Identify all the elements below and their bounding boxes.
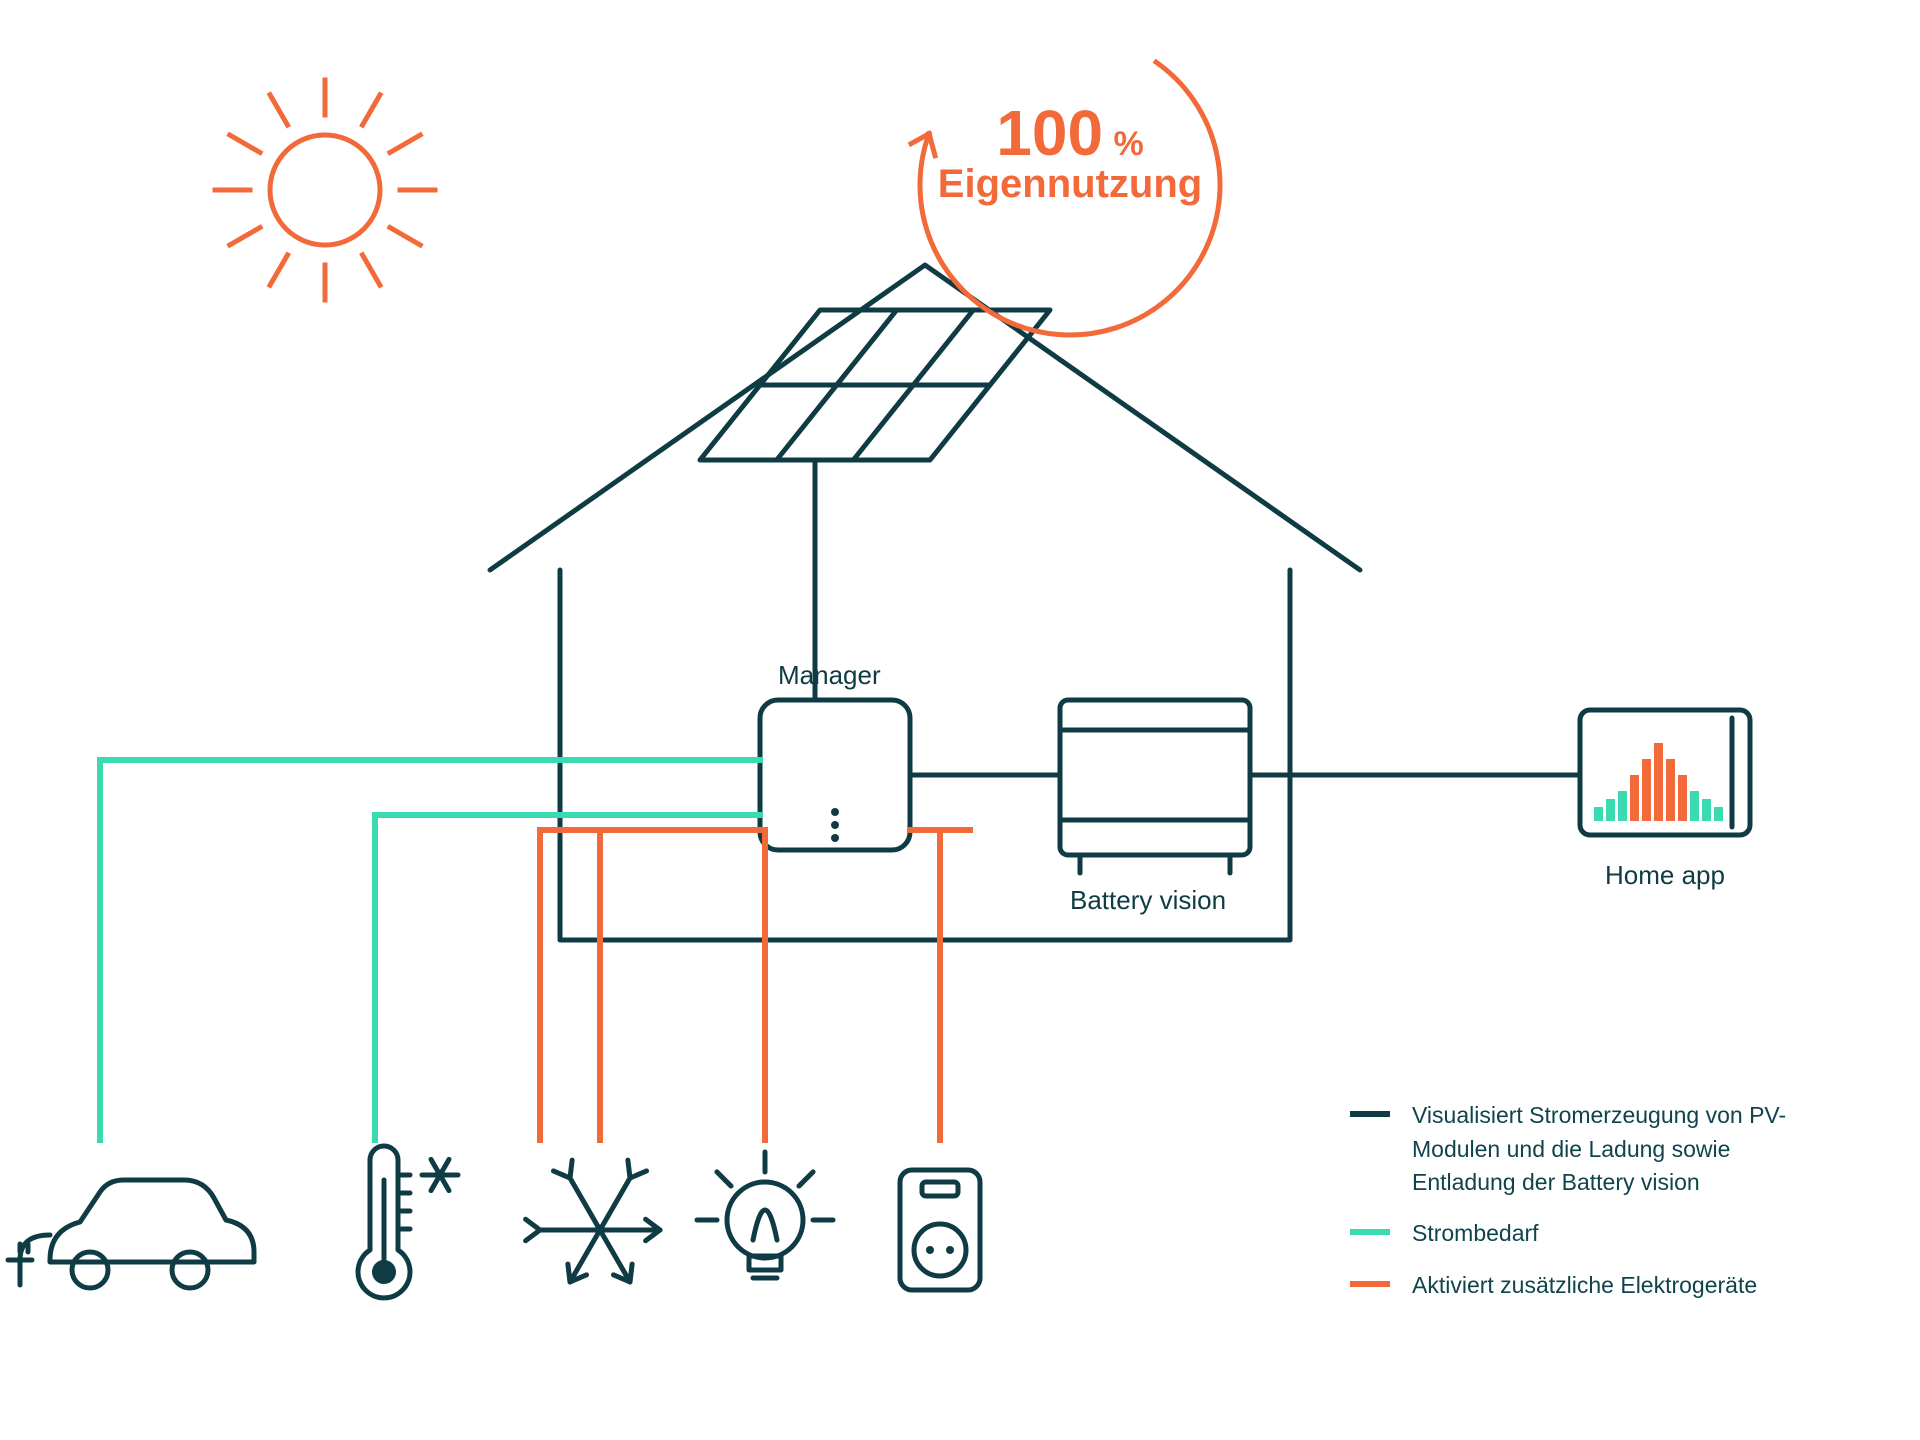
legend-swatch — [1350, 1281, 1390, 1287]
legend-text: Visualisiert Stromerzeugung von PV-Modul… — [1412, 1099, 1830, 1199]
legend-item: Aktiviert zusätzliche Elektrogeräte — [1350, 1269, 1830, 1302]
manager-label: Manager — [778, 660, 881, 691]
battery-label: Battery vision — [1070, 885, 1226, 916]
app-label: Home app — [1605, 860, 1725, 891]
legend-text: Aktiviert zusätzliche Elektrogeräte — [1412, 1269, 1757, 1302]
badge-value: 100 — [996, 97, 1103, 169]
badge-unit: % — [1114, 125, 1144, 163]
legend-swatch — [1350, 1111, 1390, 1117]
legend-swatch — [1350, 1229, 1390, 1235]
legend-item: Strombedarf — [1350, 1217, 1830, 1250]
legend: Visualisiert Stromerzeugung von PV-Modul… — [1350, 1099, 1830, 1320]
legend-text: Strombedarf — [1412, 1217, 1539, 1250]
legend-item: Visualisiert Stromerzeugung von PV-Modul… — [1350, 1099, 1830, 1199]
badge-caption: Eigennutzung — [920, 163, 1220, 205]
badge-text: 100 % Eigennutzung — [920, 100, 1220, 205]
